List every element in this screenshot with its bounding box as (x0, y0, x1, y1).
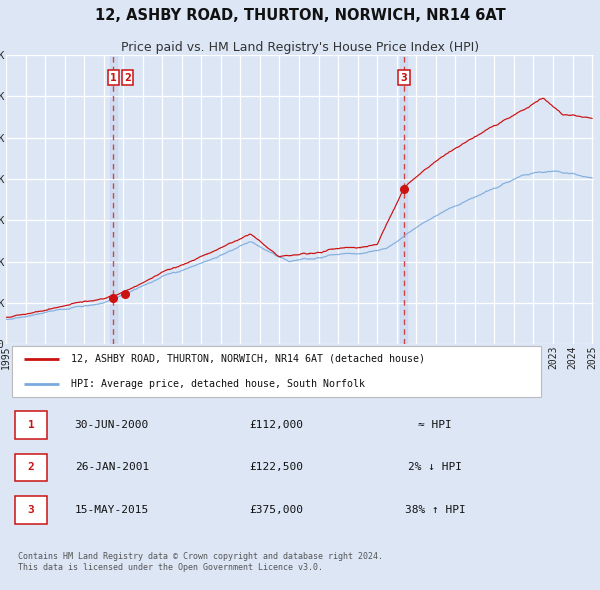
Text: £112,000: £112,000 (250, 419, 304, 430)
Text: 38% ↑ HPI: 38% ↑ HPI (405, 504, 466, 514)
FancyBboxPatch shape (15, 411, 47, 438)
Text: 12, ASHBY ROAD, THURTON, NORWICH, NR14 6AT: 12, ASHBY ROAD, THURTON, NORWICH, NR14 6… (95, 8, 505, 23)
Text: 2: 2 (28, 462, 34, 472)
Text: HPI: Average price, detached house, South Norfolk: HPI: Average price, detached house, Sout… (71, 379, 365, 389)
FancyBboxPatch shape (15, 454, 47, 481)
Text: £122,500: £122,500 (250, 462, 304, 472)
Text: 2% ↓ HPI: 2% ↓ HPI (408, 462, 462, 472)
Text: ≈ HPI: ≈ HPI (418, 419, 452, 430)
Text: 1: 1 (110, 73, 117, 83)
Text: Price paid vs. HM Land Registry's House Price Index (HPI): Price paid vs. HM Land Registry's House … (121, 41, 479, 54)
Text: £375,000: £375,000 (250, 504, 304, 514)
Text: 30-JUN-2000: 30-JUN-2000 (75, 419, 149, 430)
Text: 26-JAN-2001: 26-JAN-2001 (75, 462, 149, 472)
Text: 3: 3 (401, 73, 407, 83)
FancyBboxPatch shape (12, 346, 541, 397)
Text: 2: 2 (124, 73, 131, 83)
Bar (110, 55, 117, 344)
Text: 1: 1 (28, 419, 34, 430)
Text: Contains HM Land Registry data © Crown copyright and database right 2024.
This d: Contains HM Land Registry data © Crown c… (18, 552, 383, 572)
Bar (400, 55, 407, 344)
Text: 15-MAY-2015: 15-MAY-2015 (75, 504, 149, 514)
Text: 3: 3 (28, 504, 34, 514)
FancyBboxPatch shape (15, 496, 47, 523)
Text: 12, ASHBY ROAD, THURTON, NORWICH, NR14 6AT (detached house): 12, ASHBY ROAD, THURTON, NORWICH, NR14 6… (71, 354, 425, 364)
